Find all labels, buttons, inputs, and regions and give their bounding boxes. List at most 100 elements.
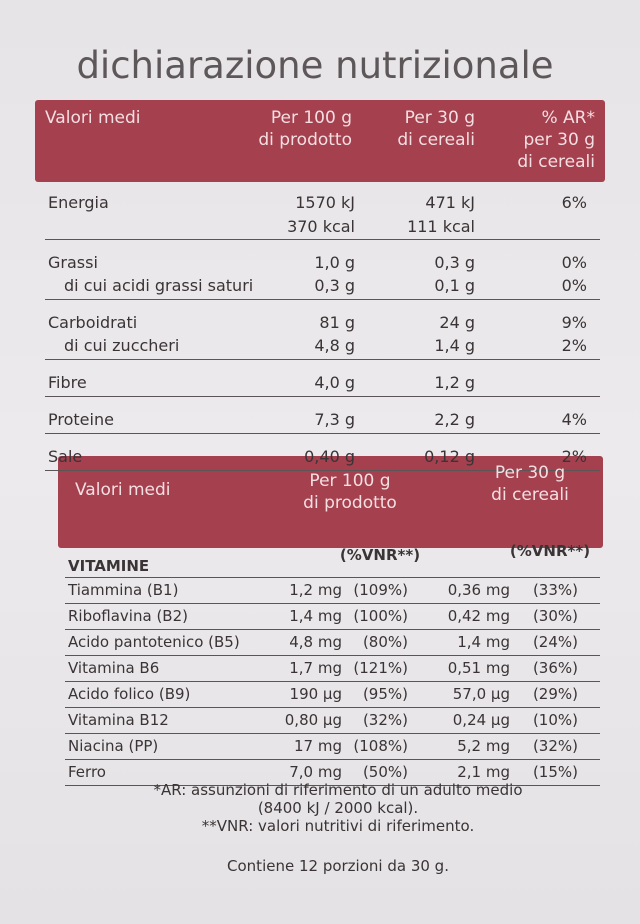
- header-cell: per 30 g: [523, 130, 595, 150]
- value: (32%): [532, 737, 578, 755]
- value: 0,12 g: [424, 447, 475, 466]
- header-cell: Valori medi: [75, 480, 171, 500]
- row-label: Carboidrati: [48, 313, 138, 332]
- header-cell: Per 100 g: [270, 108, 352, 128]
- value: 1,4 mg: [289, 607, 342, 625]
- row-separator: [45, 239, 600, 240]
- row-label: Proteine: [48, 410, 114, 429]
- row-label: Ferro: [68, 763, 106, 781]
- title: dichiarazione nutrizionale: [76, 44, 554, 87]
- row-separator: [45, 299, 600, 300]
- value: 7,3 g: [314, 410, 355, 429]
- value: (36%): [532, 659, 578, 677]
- value: 1,4 mg: [457, 633, 510, 651]
- value: 17 mg: [294, 737, 342, 755]
- header-cell: Valori medi: [45, 108, 141, 128]
- row-separator: [45, 470, 600, 471]
- header-cell: di prodotto: [258, 130, 352, 150]
- subheader: VITAMINE: [68, 557, 150, 575]
- table2-header-band: [58, 456, 603, 548]
- value: 0,42 mg: [447, 607, 510, 625]
- value: 6%: [561, 193, 587, 212]
- header-cell: di cereali: [517, 152, 595, 172]
- value: 1,7 mg: [289, 659, 342, 677]
- value: 2%: [561, 336, 587, 355]
- value: 0%: [561, 253, 587, 272]
- value: (121%): [353, 659, 408, 677]
- value: (109%): [353, 581, 408, 599]
- row-label: Vitamina B6: [68, 659, 160, 677]
- row-separator: [45, 433, 600, 434]
- value: (24%): [532, 633, 578, 651]
- value: (29%): [532, 685, 578, 703]
- row-separator: [65, 577, 600, 578]
- value: (50%): [362, 763, 408, 781]
- value: 0,1 g: [434, 276, 475, 295]
- value: 4,8 g: [314, 336, 355, 355]
- value: 7,0 mg: [289, 763, 342, 781]
- footnote: *AR: assunzioni di riferimento di un adu…: [153, 781, 523, 799]
- value: 57,0 µg: [452, 685, 510, 703]
- value: 0,3 g: [434, 253, 475, 272]
- row-separator: [65, 629, 600, 630]
- value: 0%: [561, 276, 587, 295]
- value: 190 µg: [289, 685, 342, 703]
- value: 0,51 mg: [447, 659, 510, 677]
- value: 81 g: [319, 313, 355, 332]
- row-separator: [65, 603, 600, 604]
- value: 9%: [561, 313, 587, 332]
- value: (95%): [362, 685, 408, 703]
- value: 0,80 µg: [284, 711, 342, 729]
- row-label: Acido pantotenico (B5): [68, 633, 240, 651]
- value: 0,24 µg: [452, 711, 510, 729]
- row-separator: [45, 359, 600, 360]
- row-label: Riboflavina (B2): [68, 607, 188, 625]
- value: 2%: [561, 447, 587, 466]
- value: 471 kJ: [425, 193, 475, 212]
- value: 1,2 mg: [289, 581, 342, 599]
- header-cell: Per 30 g: [494, 463, 566, 483]
- value: (30%): [532, 607, 578, 625]
- footnote: (8400 kJ / 2000 kcal).: [257, 799, 419, 817]
- value: 4,0 g: [314, 373, 355, 392]
- value: 24 g: [439, 313, 475, 332]
- value: 0,40 g: [304, 447, 355, 466]
- value: (32%): [362, 711, 408, 729]
- value: (10%): [532, 711, 578, 729]
- value: 5,2 mg: [457, 737, 510, 755]
- row-label: Tiammina (B1): [68, 581, 179, 599]
- row-separator: [65, 707, 600, 708]
- value: 111 kcal: [407, 217, 475, 236]
- value: 1570 kJ: [295, 193, 355, 212]
- header-cell: di prodotto: [303, 493, 397, 513]
- header-cell: di cereali: [397, 130, 475, 150]
- row-separator: [65, 655, 600, 656]
- row-label: Energia: [48, 193, 109, 212]
- value: 370 kcal: [287, 217, 355, 236]
- header-cell: Per 100 g: [309, 471, 391, 491]
- value: 1,0 g: [314, 253, 355, 272]
- row-label: Vitamina B12: [68, 711, 169, 729]
- row-separator: [65, 681, 600, 682]
- value: 2,2 g: [434, 410, 475, 429]
- value: (80%): [362, 633, 408, 651]
- row-separator: [65, 785, 600, 786]
- header-cell: % AR*: [541, 108, 596, 128]
- value: (108%): [353, 737, 408, 755]
- row-label: Niacina (PP): [68, 737, 159, 755]
- sub-label: di cui acidi grassi saturi: [64, 276, 254, 295]
- value: 1,4 g: [434, 336, 475, 355]
- value: (15%): [532, 763, 578, 781]
- value: 0,3 g: [314, 276, 355, 295]
- value: (100%): [353, 607, 408, 625]
- value: 0,36 mg: [447, 581, 510, 599]
- header-cell: di cereali: [491, 485, 569, 505]
- row-label: Acido folico (B9): [68, 685, 191, 703]
- row-label: Sale: [48, 447, 83, 466]
- table1-header-band: [35, 100, 605, 182]
- row-separator: [45, 396, 600, 397]
- row-separator: [65, 733, 600, 734]
- subheader: (%VNR**): [509, 542, 591, 560]
- portions-note: Contiene 12 porzioni da 30 g.: [227, 857, 449, 875]
